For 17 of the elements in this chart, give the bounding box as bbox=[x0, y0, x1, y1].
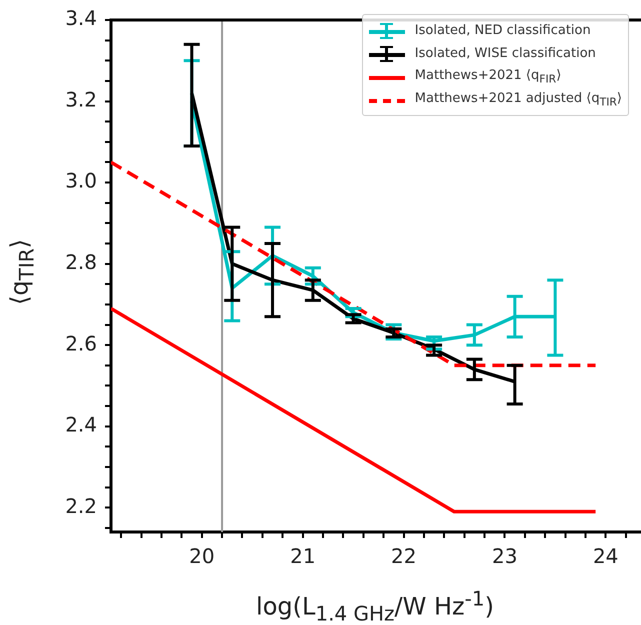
y-tick-label: 2.8 bbox=[65, 250, 97, 274]
y-tick-label: 2.6 bbox=[65, 331, 97, 356]
y-tick-label: 3.4 bbox=[65, 6, 97, 30]
legend-label: Isolated, NED classification bbox=[414, 23, 591, 38]
x-tick-label: 24 bbox=[592, 544, 618, 568]
x-axis-title: log(L$_{1.4 GHz}$/W Hz$^{-1}$) bbox=[256, 586, 494, 625]
y-tick-label: 3.0 bbox=[65, 168, 97, 193]
y-tick-label: 2.2 bbox=[65, 494, 97, 518]
y-tick-label: 3.2 bbox=[65, 87, 97, 112]
legend-label: Matthews+2021 ⟨q$_{FIR}$⟩ bbox=[414, 68, 562, 86]
x-tick-label: 21 bbox=[290, 544, 316, 568]
x-tick-label: 22 bbox=[391, 544, 416, 568]
legend-label: Matthews+2021 adjusted ⟨q$_{TIR}$⟩ bbox=[414, 90, 622, 108]
y-tick-label: 2.4 bbox=[65, 412, 97, 437]
x-tick-label: 20 bbox=[189, 544, 215, 568]
legend-label: Isolated, WISE classification bbox=[414, 46, 596, 61]
x-tick-label: 23 bbox=[492, 544, 518, 568]
